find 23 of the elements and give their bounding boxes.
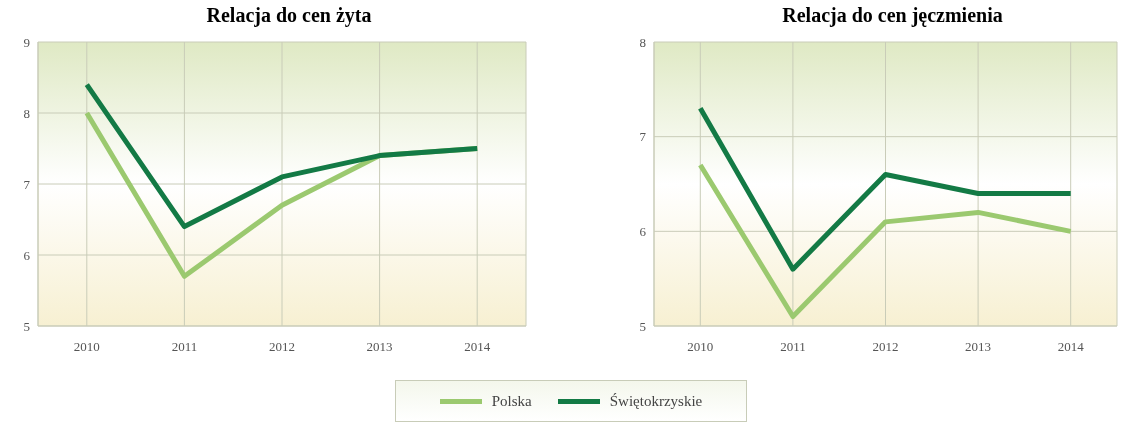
x-tick-label: 2011 bbox=[171, 339, 198, 355]
x-tick-label: 2011 bbox=[780, 339, 806, 355]
x-tick-label: 2014 bbox=[1057, 339, 1085, 355]
y-tick-label: 8 bbox=[639, 34, 646, 50]
y-tick-label: 7 bbox=[23, 176, 31, 192]
y-tick-label: 5 bbox=[23, 318, 30, 334]
x-tick-label: 2013 bbox=[366, 339, 393, 355]
legend-label: Świętokrzyskie bbox=[609, 392, 703, 410]
y-tick-label: 6 bbox=[639, 223, 647, 239]
x-tick-label: 2010 bbox=[687, 339, 714, 355]
x-tick-label: 2013 bbox=[965, 339, 992, 355]
chart-title: Relacja do cen żyta bbox=[205, 3, 373, 29]
legend-label: Polska bbox=[491, 392, 532, 410]
y-tick-label: 9 bbox=[23, 34, 30, 50]
y-tick-label: 8 bbox=[23, 105, 30, 121]
y-tick-label: 6 bbox=[23, 247, 31, 263]
chart-title: Relacja do cen jęczmienia bbox=[781, 3, 1004, 29]
x-tick-label: 2010 bbox=[73, 339, 100, 355]
y-tick-label: 7 bbox=[639, 129, 647, 145]
x-tick-label: 2012 bbox=[269, 339, 295, 355]
y-tick-label: 5 bbox=[639, 318, 646, 334]
x-tick-label: 2012 bbox=[872, 339, 899, 355]
x-tick-label: 2014 bbox=[464, 339, 491, 355]
